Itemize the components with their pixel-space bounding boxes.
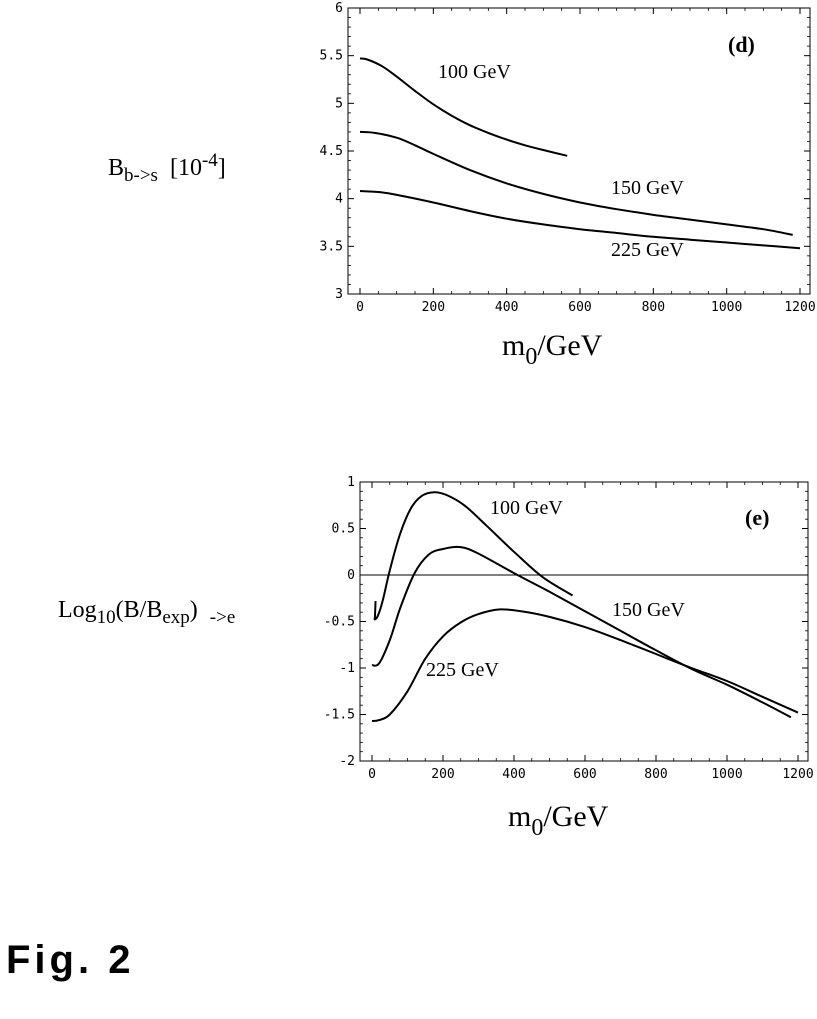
xtick-label-d: 200 bbox=[422, 300, 445, 315]
xtick-label-d: 1200 bbox=[784, 300, 815, 315]
ylabel-d-sub: b->s bbox=[124, 164, 158, 186]
series-label-225-gev-e: 225 GeV bbox=[426, 659, 499, 681]
chart-e: -2 -1.5 -1 -0.5 0 0.5 1 0 200 400 600 800 1000 1200 10… bbox=[324, 475, 814, 841]
ytick-label-e: 0 bbox=[347, 568, 355, 583]
xtick-label-e: 200 bbox=[431, 767, 454, 782]
xlabel-d: m0/GeV bbox=[502, 329, 603, 370]
ylabel-e-sub1: 10 bbox=[96, 606, 116, 628]
ytick-label-e: -1 bbox=[339, 661, 355, 676]
xtick-label-d: 600 bbox=[568, 300, 591, 315]
xtick-label-e: 400 bbox=[502, 767, 525, 782]
series-label-150-gev-e: 150 GeV bbox=[612, 599, 685, 621]
ytick-label-e: -0.5 bbox=[324, 615, 355, 630]
ytick-label-d: 4 bbox=[335, 192, 343, 207]
series-label-225-gev-d: 225 GeV bbox=[611, 239, 684, 261]
panel-label-d: (d) bbox=[728, 32, 755, 57]
ytick-label-d: 5 bbox=[335, 96, 343, 111]
ylabel-e-log: Log bbox=[58, 597, 97, 623]
series-line-150-gev-d bbox=[359, 130, 793, 236]
ytick-label-d: 4.5 bbox=[320, 144, 343, 159]
ylabel-d-base: B bbox=[108, 155, 125, 181]
series-line-225-gev-d bbox=[359, 190, 801, 250]
series-label-100-gev-e: 100 GeV bbox=[490, 497, 563, 519]
ytick-label-e: -1.5 bbox=[324, 708, 355, 723]
plot-frame-e bbox=[359, 481, 809, 762]
ytick-label-d: 5.5 bbox=[320, 49, 343, 64]
series-line-100-gev-d bbox=[359, 57, 568, 157]
curve-start-segment-e bbox=[373, 601, 377, 620]
xtick-label-e: 800 bbox=[644, 767, 667, 782]
xtick-label-d: 800 bbox=[642, 300, 665, 315]
series-label-100-gev-d: 100 GeV bbox=[438, 61, 511, 83]
ylabel-e-end: ) bbox=[189, 597, 198, 623]
xtick-label-e: 0 bbox=[368, 767, 376, 782]
ytick-label-e: 0.5 bbox=[332, 522, 355, 537]
figure-label: Fig. 2 bbox=[6, 938, 135, 982]
ylabel-e-sub2: exp bbox=[162, 606, 190, 628]
ylabel-d-scale: [10 bbox=[169, 155, 202, 181]
xtick-label-e: 1200 bbox=[782, 767, 813, 782]
ylabel-d-exp: -4 bbox=[201, 150, 218, 171]
ytick-label-e: 1 bbox=[347, 475, 355, 490]
ylabel-e-sub3: ->e bbox=[209, 606, 236, 628]
series-line-100-gev-e bbox=[373, 491, 574, 621]
xtick-label-e: 600 bbox=[573, 767, 596, 782]
xtick-label-d: 0 bbox=[356, 300, 364, 315]
xlabel-e: m0/GeV bbox=[508, 800, 609, 841]
ylabel-b-to-s: Bb->s [10-4] bbox=[108, 150, 226, 187]
series-line-225-gev-e bbox=[371, 608, 799, 722]
xtick-label-d: 1000 bbox=[711, 300, 742, 315]
chart-d: 3 3.5 4 4.5 5 5.5 6 0 200 400 600 800 1000 1200 100 Ge… bbox=[320, 1, 816, 370]
panel-label-e: (e) bbox=[745, 505, 769, 530]
ylabel-log-ratio: Log10(B/Bexp) ->e bbox=[58, 597, 235, 629]
xtick-label-d: 400 bbox=[495, 300, 518, 315]
series-line-150-gev-e bbox=[371, 545, 792, 719]
ytick-label-e: -2 bbox=[339, 754, 355, 769]
ytick-label-d: 6 bbox=[335, 1, 343, 16]
xtick-label-e: 1000 bbox=[711, 767, 742, 782]
ytick-label-d: 3 bbox=[335, 287, 343, 302]
ylabel-d-scale-end: ] bbox=[217, 155, 226, 181]
ytick-label-d: 3.5 bbox=[320, 239, 343, 254]
series-label-150-gev-d: 150 GeV bbox=[611, 177, 684, 199]
ylabel-e-mid: (B/B bbox=[115, 597, 163, 623]
